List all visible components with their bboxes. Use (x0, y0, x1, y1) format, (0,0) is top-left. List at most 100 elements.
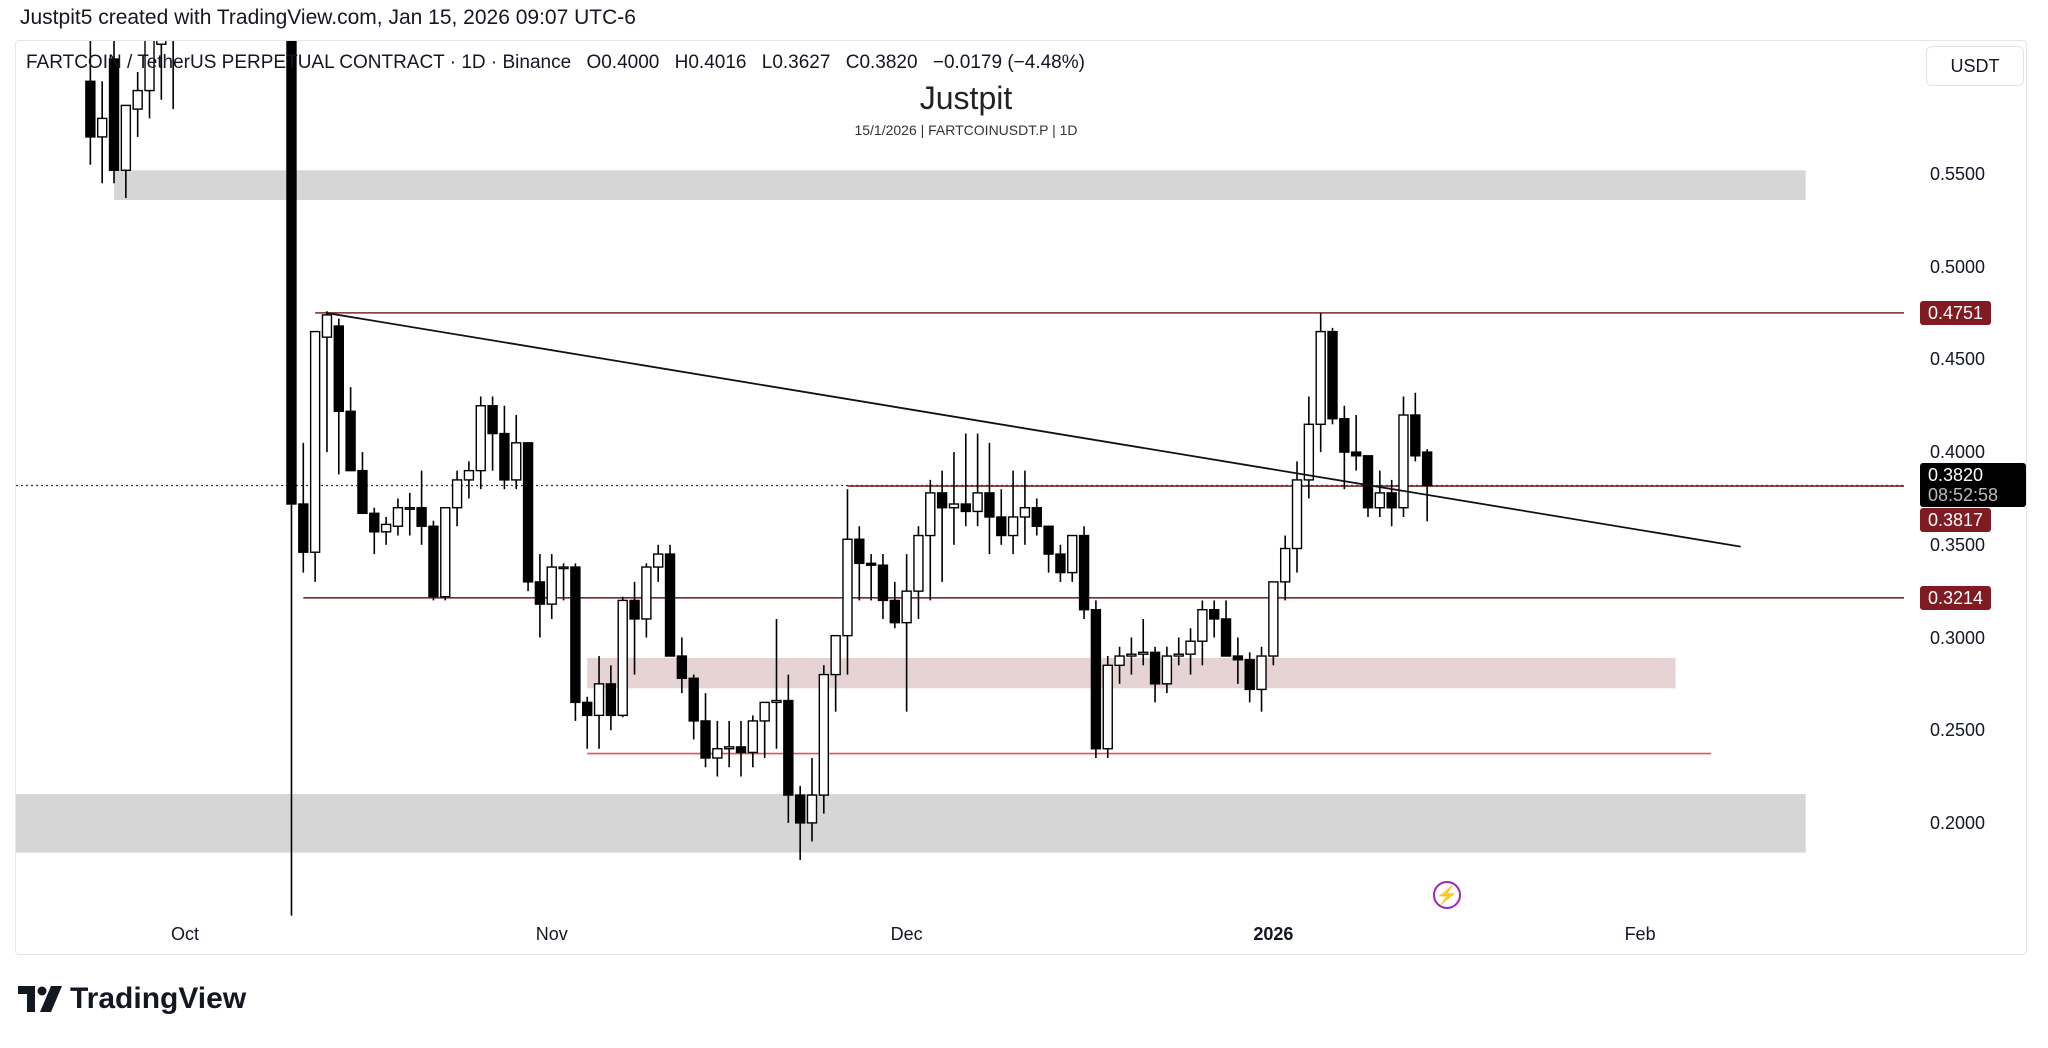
candle-body-up (404, 507, 415, 510)
candle (1078, 526, 1090, 619)
candle-body-down (1078, 534, 1090, 611)
candle (1220, 600, 1232, 657)
candle-body-up (321, 314, 333, 338)
candle (1019, 470, 1031, 545)
tradingview-logo[interactable]: TradingView (18, 982, 246, 1016)
candle (181, 0, 190, 26)
candle-body-down (570, 566, 581, 704)
candle (996, 489, 1007, 545)
candle-body-down (1410, 414, 1421, 457)
time-tick-label: Feb (1624, 924, 1656, 944)
candle-body-up (1007, 516, 1019, 537)
candle (865, 554, 877, 601)
candle (1043, 525, 1054, 573)
watermark-title: Justpit (919, 80, 1013, 116)
lightning-icon[interactable]: ⚡ (1433, 881, 1461, 909)
candle-body-down (345, 410, 356, 472)
candle (629, 581, 640, 675)
candle-body-up (1019, 507, 1031, 518)
candle-body-up (475, 405, 486, 472)
candle (1410, 392, 1421, 462)
candle-body-down (1043, 525, 1054, 555)
candle (1055, 544, 1066, 582)
candle-body-down (108, 58, 120, 171)
candle-body-down (1386, 492, 1397, 509)
candle-body-down (1244, 659, 1255, 691)
candle-body-up (181, 0, 190, 7)
candle-body-up (1268, 581, 1279, 657)
candle-body-down (487, 405, 498, 435)
price-tick-label: 0.5500 (1930, 164, 1986, 184)
candle (369, 507, 380, 555)
watermark-subtitle: 15/1/2026 | FARTCOINUSDT.P | 1D (854, 122, 1078, 138)
candle (120, 104, 132, 199)
candle-body-up (144, 41, 155, 92)
candle (534, 554, 546, 638)
candle (641, 563, 652, 638)
candle (593, 656, 605, 749)
time-tick-label: 2026 (1253, 924, 1294, 944)
candle-body-down (794, 794, 806, 824)
candle (475, 396, 486, 490)
candle-body-down (629, 599, 640, 620)
candle-body-down (877, 564, 889, 602)
candle-body-up (830, 634, 841, 676)
candle-body-up (759, 701, 770, 722)
currency-button[interactable]: USDT (1926, 46, 2024, 86)
candle (913, 526, 924, 619)
candle-body-down (369, 512, 380, 533)
candle (404, 492, 415, 536)
candle-body-down (286, 41, 297, 505)
candle (380, 516, 392, 545)
symbol-name[interactable]: FARTCOIN / TetherUS PERPETUAL CONTRACT ·… (26, 52, 572, 73)
candle (1362, 455, 1374, 517)
candle (192, 0, 201, 7)
candle (925, 479, 936, 601)
candle (842, 489, 853, 675)
candle-body-down (1090, 608, 1102, 750)
candle (1007, 470, 1019, 555)
candle-body-down (416, 507, 427, 527)
candle-body-down (984, 492, 995, 518)
candle-body-down (582, 701, 593, 717)
candle-body-down (1421, 451, 1433, 487)
price-tick-label: 0.5000 (1930, 256, 1986, 277)
candle-body-down (1350, 451, 1362, 457)
candle (1386, 479, 1397, 527)
ohlc-high: H0.4016 (674, 52, 747, 73)
candle (1126, 637, 1137, 675)
last-price-marker: 0.3820 08:52:58 (1920, 463, 2026, 508)
candle-body-up (511, 442, 522, 481)
candle-body-up (771, 699, 782, 704)
trendline (326, 312, 1741, 548)
candle (1256, 646, 1267, 712)
candle-body-up (1067, 534, 1078, 574)
candle (1090, 600, 1102, 759)
candle-body-down (676, 655, 688, 679)
time-tick-label: Nov (535, 924, 568, 944)
candle (511, 415, 522, 490)
candle-body-up (1398, 414, 1409, 509)
candle-body-up (747, 720, 759, 754)
candle (1339, 405, 1350, 490)
candle (877, 554, 889, 619)
candle-body-down (996, 516, 1007, 537)
candle (794, 785, 806, 860)
candle (172, 41, 174, 110)
candle-body-down (1339, 418, 1350, 453)
candle (1209, 600, 1220, 638)
candle-body-up (842, 538, 853, 637)
candle (286, 41, 297, 916)
price-tick-label: 0.2000 (1930, 812, 1986, 833)
candle-body-down (499, 432, 510, 481)
candle (1303, 396, 1315, 499)
candle-body-up (96, 117, 108, 138)
candle-body-down (1327, 330, 1338, 420)
candle (605, 665, 617, 731)
candle (1149, 646, 1161, 703)
candle (392, 498, 404, 536)
candle-body-up (440, 507, 451, 598)
candle (321, 311, 333, 453)
candle-body-down (936, 492, 948, 509)
